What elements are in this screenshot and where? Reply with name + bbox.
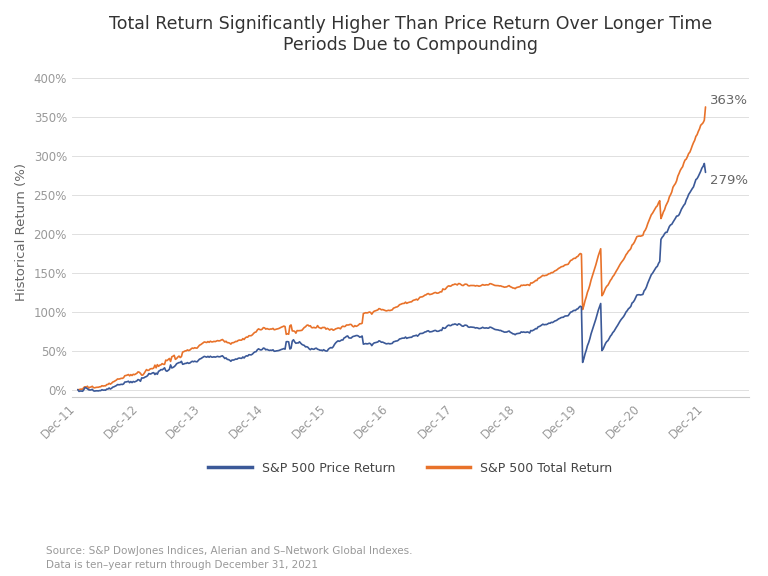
- Text: Source: S&P DowJones Indices, Alerian and S–Network Global Indexes.
Data is ten–: Source: S&P DowJones Indices, Alerian an…: [46, 546, 412, 570]
- Text: 279%: 279%: [710, 173, 748, 187]
- Legend: S&P 500 Price Return, S&P 500 Total Return: S&P 500 Price Return, S&P 500 Total Retu…: [204, 457, 617, 480]
- Title: Total Return Significantly Higher Than Price Return Over Longer Time
Periods Due: Total Return Significantly Higher Than P…: [109, 15, 712, 54]
- Y-axis label: Historical Return (%): Historical Return (%): [15, 163, 28, 301]
- Text: 363%: 363%: [710, 94, 748, 107]
